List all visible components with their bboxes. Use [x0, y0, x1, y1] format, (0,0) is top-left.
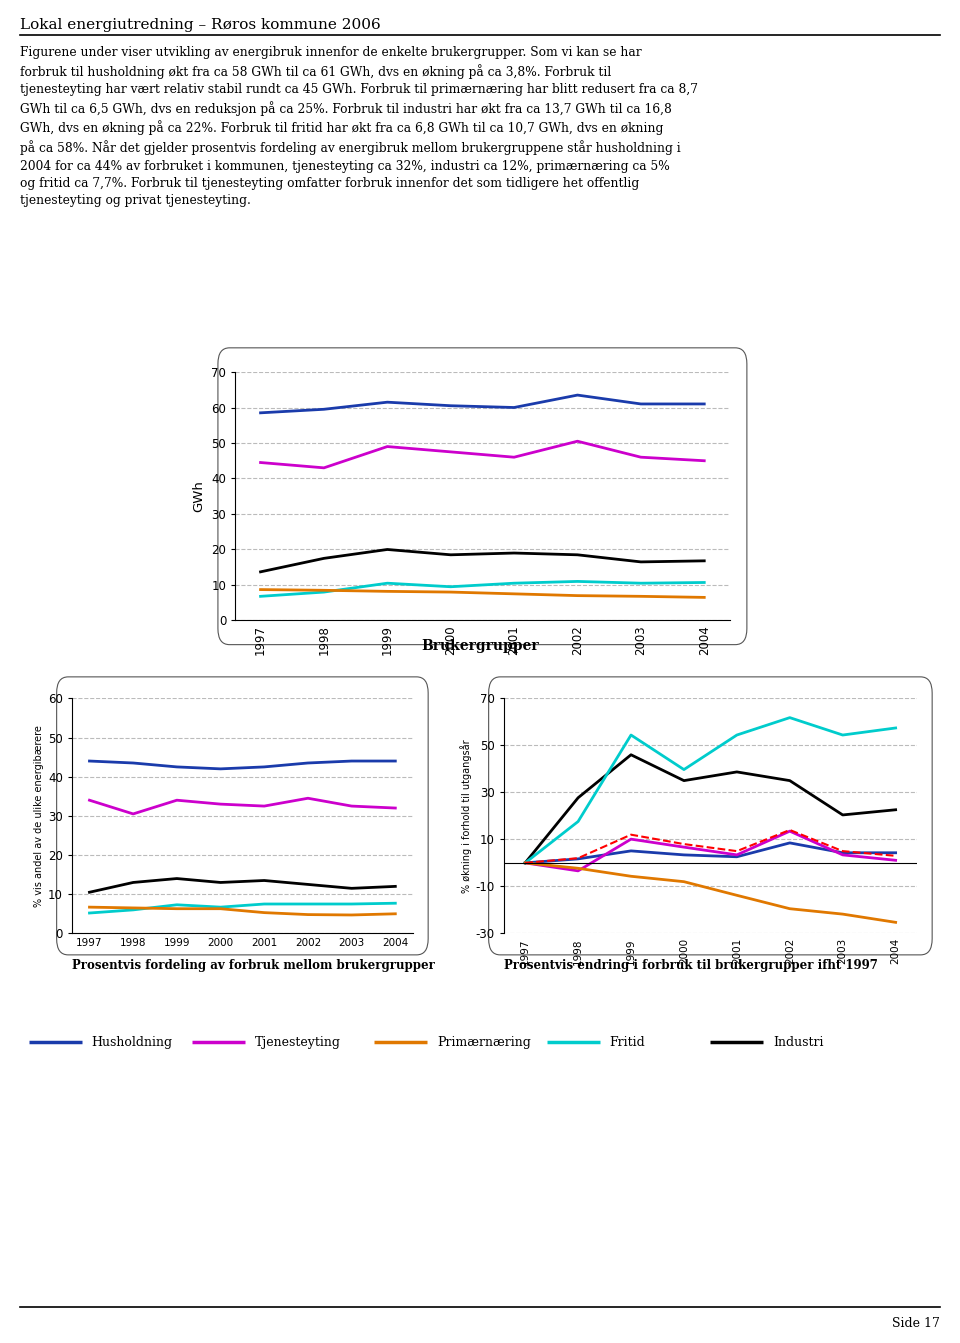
- Text: Figurene under viser utvikling av energibruk innenfor de enkelte brukergrupper. : Figurene under viser utvikling av energi…: [20, 46, 698, 207]
- Text: Prosentvis endring i forbruk til brukergrupper ifht 1997: Prosentvis endring i forbruk til brukerg…: [504, 959, 877, 972]
- Text: Primærnæring: Primærnæring: [437, 1035, 531, 1049]
- Text: Prosentvis fordeling av forbruk mellom brukergrupper: Prosentvis fordeling av forbruk mellom b…: [72, 959, 435, 972]
- Y-axis label: % vis andel av de ulike energibærere: % vis andel av de ulike energibærere: [34, 725, 44, 907]
- Text: Husholdning: Husholdning: [91, 1035, 173, 1049]
- Text: Fritid: Fritid: [610, 1035, 645, 1049]
- Y-axis label: % økning i forhold til utgangsår: % økning i forhold til utgangsår: [460, 739, 471, 893]
- Text: Brukergrupper: Brukergrupper: [421, 639, 539, 653]
- Text: Tjenesteyting: Tjenesteyting: [254, 1035, 341, 1049]
- Text: Side 17: Side 17: [892, 1317, 940, 1331]
- Text: Lokal energiutredning – Røros kommune 2006: Lokal energiutredning – Røros kommune 20…: [20, 17, 381, 32]
- Y-axis label: GWh: GWh: [193, 481, 205, 512]
- Text: Industri: Industri: [773, 1035, 824, 1049]
